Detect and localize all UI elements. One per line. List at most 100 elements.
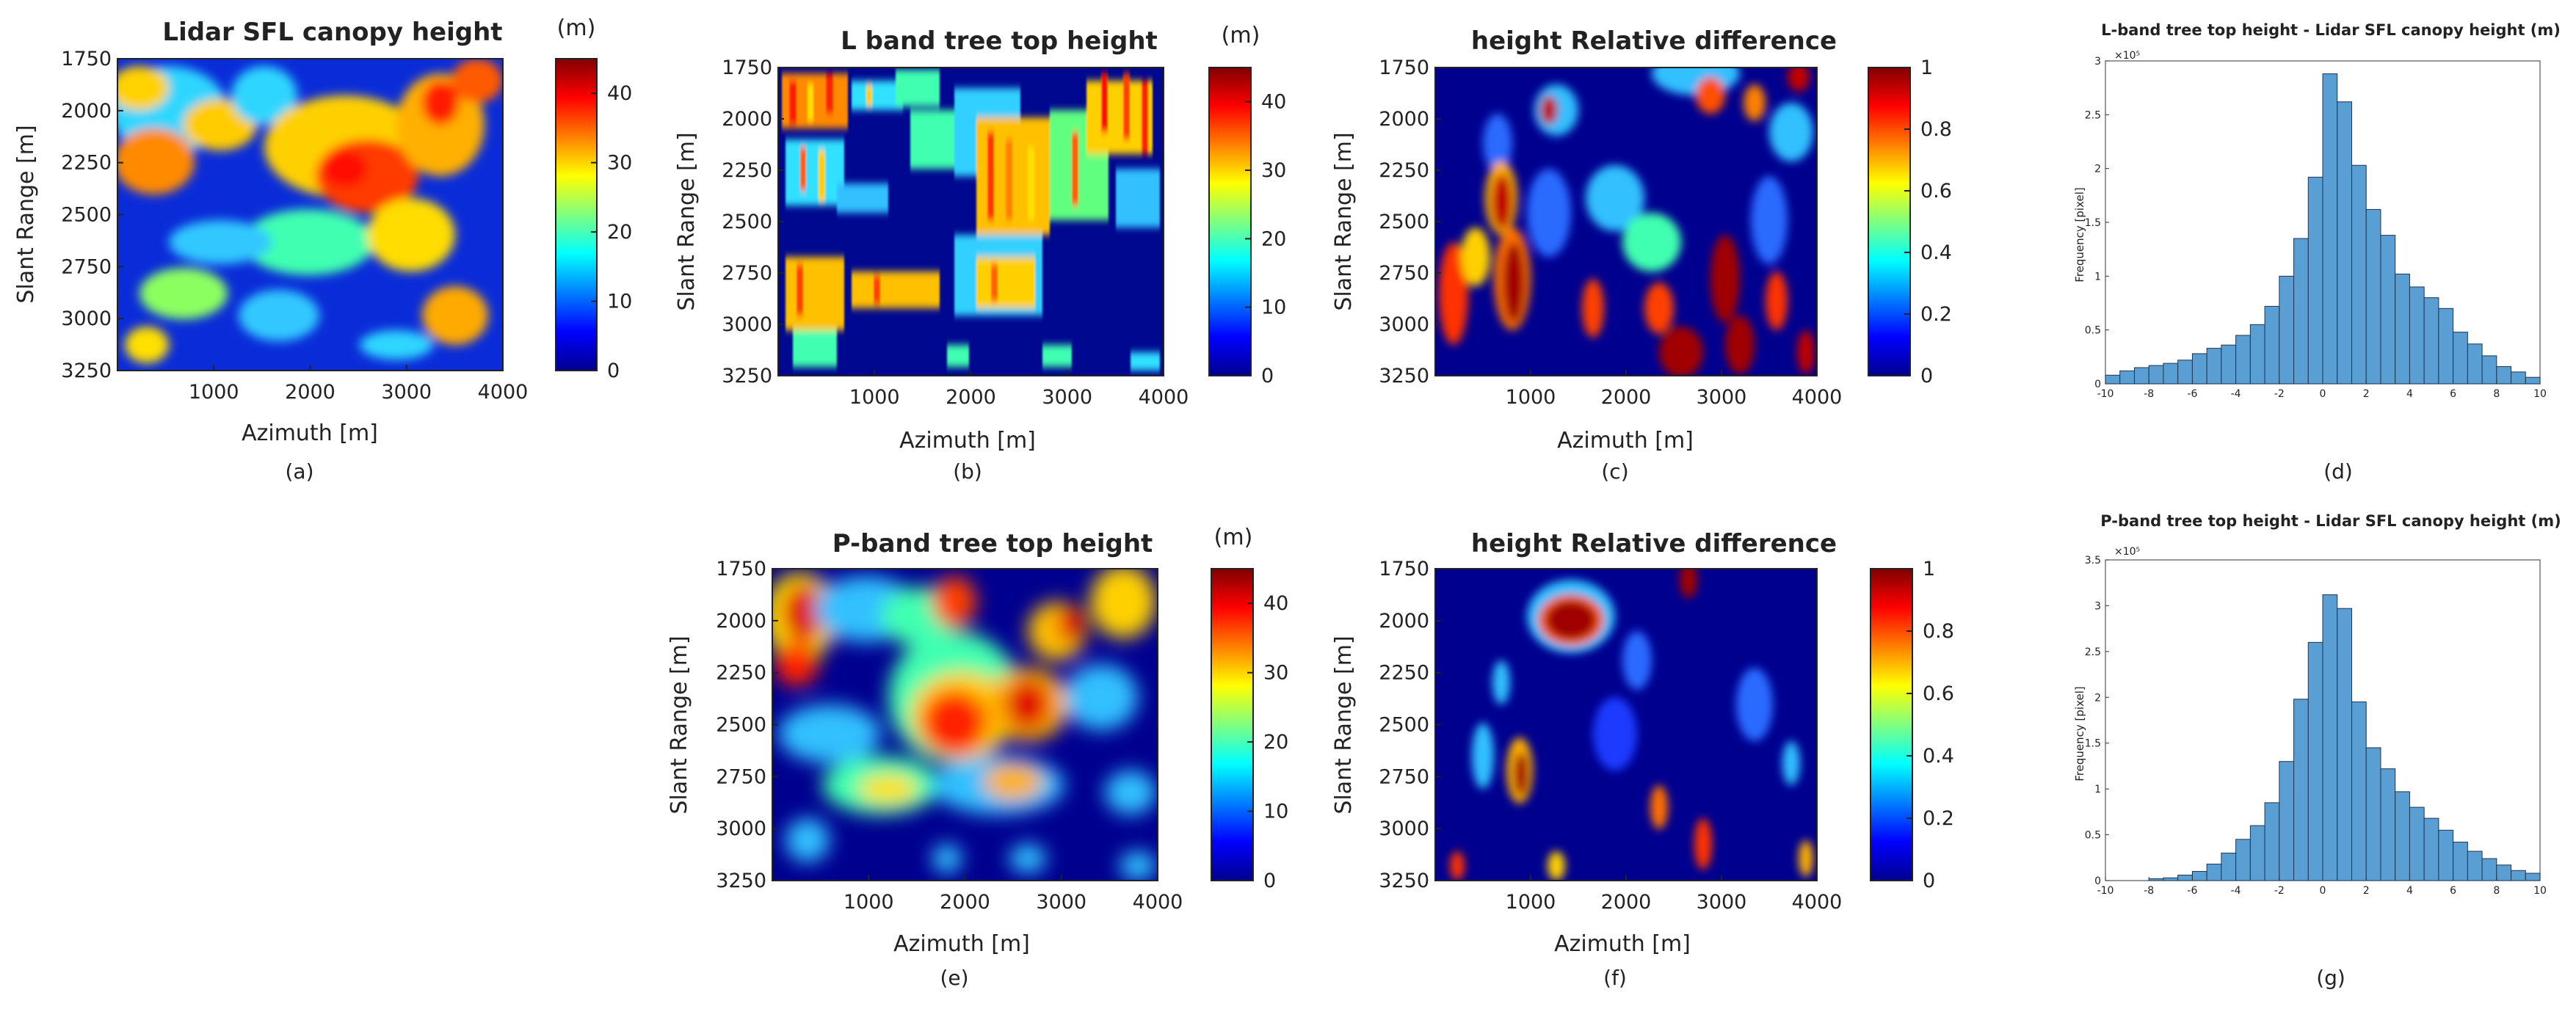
colorbar-tick-label: 20 bbox=[1263, 731, 1288, 754]
histogram-bar bbox=[2467, 850, 2483, 881]
colorbar-tick-label: 0.4 bbox=[1920, 241, 1952, 264]
y-tick-label: 2000 bbox=[722, 108, 772, 131]
y-tick-label: 1.5 bbox=[2085, 217, 2101, 229]
histogram-bar bbox=[2148, 878, 2164, 881]
y-tick-label: 3 bbox=[2094, 56, 2101, 68]
colorbar-tick-label: 0.8 bbox=[1923, 620, 1954, 643]
panel-caption: (d) bbox=[2323, 459, 2353, 484]
x-tick-label: 1000 bbox=[843, 891, 894, 914]
histogram-bar bbox=[2307, 176, 2323, 385]
colorbar-tick-label: 20 bbox=[1261, 227, 1286, 250]
x-tick-label: 1000 bbox=[1506, 386, 1556, 409]
histogram-bar bbox=[2249, 324, 2265, 385]
colorbar-tick-label: 0.6 bbox=[1923, 682, 1954, 705]
y-tick-label: 2 bbox=[2094, 164, 2101, 175]
panel-title: L band tree top height bbox=[841, 26, 1158, 56]
y-axis-label: Slant Range [m] bbox=[1331, 132, 1357, 310]
y-tick-label: 1750 bbox=[1379, 57, 1429, 79]
histogram-bar bbox=[2365, 747, 2381, 881]
histogram-bar bbox=[2206, 348, 2222, 385]
y-tick-label: 1750 bbox=[1379, 558, 1429, 580]
histogram-bar bbox=[2235, 335, 2251, 385]
x-tick-label: 4000 bbox=[1133, 891, 1183, 914]
y-tick-label: 2250 bbox=[1379, 662, 1429, 685]
y-tick-label: 2500 bbox=[1379, 714, 1429, 737]
heatmap-image bbox=[1434, 67, 1818, 376]
x-tick-label: 2000 bbox=[1601, 891, 1652, 914]
panel-title: Lidar SFL canopy height bbox=[162, 18, 502, 47]
x-tick-label: -8 bbox=[2144, 885, 2154, 897]
x-tick-label: -10 bbox=[2097, 388, 2114, 400]
histogram-bar bbox=[2438, 829, 2454, 881]
colorbar-tick-label: 0.4 bbox=[1923, 745, 1954, 768]
x-axis-label: Azimuth [m] bbox=[899, 428, 1036, 453]
histogram-bar bbox=[2221, 344, 2237, 385]
y-tick-label: 3 bbox=[2094, 600, 2101, 612]
colorbar-tick-label: 40 bbox=[607, 82, 632, 105]
x-tick-label: 1000 bbox=[1506, 891, 1556, 914]
y-tick-label: 2000 bbox=[1379, 610, 1429, 633]
y-tick-label: 2500 bbox=[722, 211, 772, 233]
y-tick-label: 2000 bbox=[1379, 108, 1429, 131]
x-tick-label: 4000 bbox=[478, 381, 529, 404]
x-axis-label: Azimuth [m] bbox=[1557, 428, 1694, 453]
y-tick-label: 0 bbox=[2094, 379, 2101, 390]
x-tick-label: -8 bbox=[2144, 388, 2154, 400]
histogram-bar bbox=[2148, 365, 2164, 385]
y-tick-label: 3000 bbox=[61, 307, 112, 330]
histogram-bar bbox=[2453, 332, 2468, 385]
colorbar-tick-label: 40 bbox=[1263, 592, 1288, 615]
x-tick-label: 8 bbox=[2493, 388, 2500, 400]
y-tick-label: 1 bbox=[2094, 784, 2101, 795]
x-tick-label: 4 bbox=[2406, 885, 2413, 897]
colorbar-tick-label: 20 bbox=[607, 221, 632, 244]
colorbar-tick-label: 10 bbox=[607, 291, 632, 313]
panel-a: Lidar SFL canopy height bbox=[13, 15, 598, 484]
colorbar-unit: (m) bbox=[557, 15, 596, 41]
y-axis-exponent: ×10⁵ bbox=[2114, 546, 2140, 558]
x-tick-label: 4 bbox=[2406, 388, 2413, 400]
x-tick-label: -4 bbox=[2231, 885, 2241, 897]
y-tick-label: 2000 bbox=[716, 610, 766, 633]
histogram-bar bbox=[2467, 343, 2483, 385]
y-tick-label: 2.5 bbox=[2085, 109, 2101, 121]
panel-title: L-band tree top height - Lidar SFL canop… bbox=[2101, 21, 2561, 39]
x-tick-label: 4000 bbox=[1792, 386, 1843, 409]
histogram-bar bbox=[2307, 641, 2323, 881]
histogram-bar bbox=[2423, 297, 2439, 385]
y-axis-label: Slant Range [m] bbox=[13, 125, 39, 303]
y-tick-label: 2250 bbox=[61, 152, 112, 175]
x-tick-label: 3000 bbox=[1036, 891, 1086, 914]
histogram-bar bbox=[2395, 273, 2410, 385]
panel-g: P-band tree top height - Lidar SFL canop… bbox=[2073, 512, 2561, 990]
histogram-bar bbox=[2221, 853, 2237, 881]
panel-e: P-band tree top height bbox=[667, 525, 1254, 990]
histogram-bar bbox=[2438, 307, 2454, 385]
y-tick-label: 2250 bbox=[722, 159, 772, 182]
y-axis-label: Slant Range [m] bbox=[1331, 635, 1357, 814]
histogram-bar bbox=[2279, 761, 2295, 881]
y-tick-label: 0.5 bbox=[2085, 325, 2101, 337]
colorbar bbox=[1868, 67, 1911, 376]
histogram-bar bbox=[2293, 238, 2309, 385]
y-tick-label: 2750 bbox=[1379, 262, 1429, 285]
panel-caption: (g) bbox=[2316, 966, 2345, 990]
y-tick-label: 2 bbox=[2094, 692, 2101, 704]
histogram-bar bbox=[2496, 864, 2512, 881]
x-tick-label: 2 bbox=[2363, 388, 2370, 400]
y-axis-label: Frequency [pixel] bbox=[2073, 187, 2086, 282]
colorbar-tick-label: 0.6 bbox=[1920, 180, 1952, 203]
heatmap-image bbox=[1434, 568, 1818, 881]
histogram-bar bbox=[2119, 370, 2135, 385]
y-tick-label: 2750 bbox=[1379, 765, 1429, 788]
histogram-bar bbox=[2177, 360, 2193, 385]
histogram-bar bbox=[2337, 101, 2352, 385]
y-tick-label: 3250 bbox=[722, 365, 772, 387]
histogram-bar bbox=[2105, 374, 2121, 385]
histogram-bar bbox=[2511, 371, 2526, 385]
colorbar bbox=[1870, 568, 1913, 881]
colorbar bbox=[1211, 568, 1254, 881]
colorbar-tick-label: 0 bbox=[1263, 870, 1276, 892]
heatmap-image bbox=[777, 67, 1164, 376]
x-tick-label: 1000 bbox=[189, 381, 239, 404]
